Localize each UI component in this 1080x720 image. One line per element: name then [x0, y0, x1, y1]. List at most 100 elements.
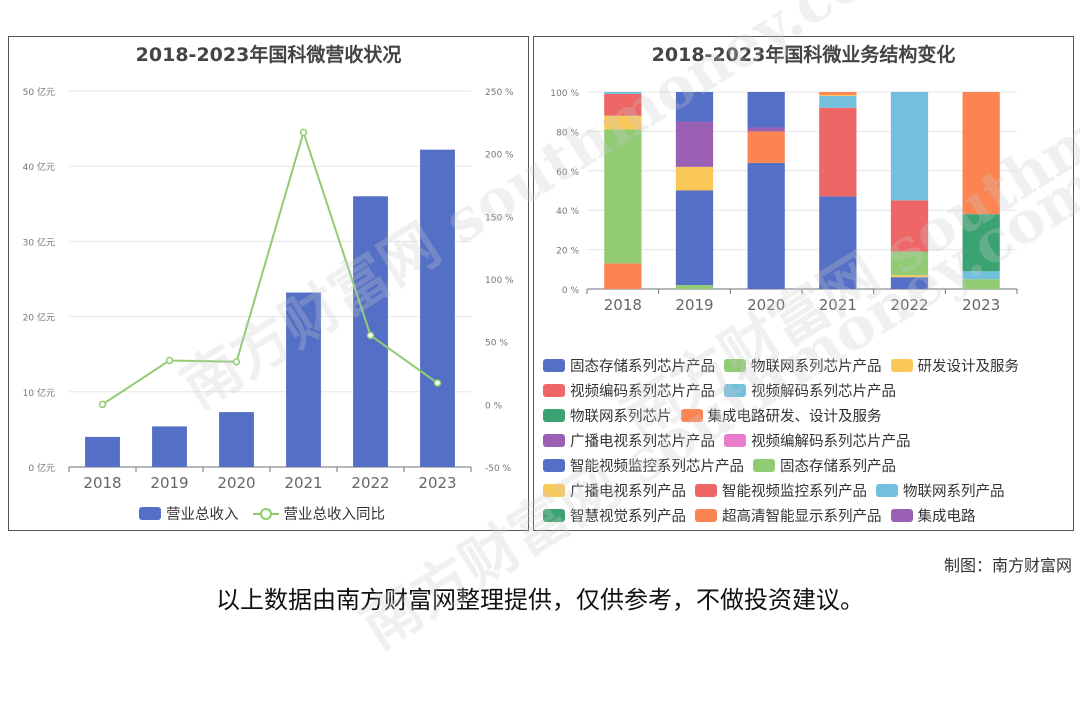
y-tick-label: 0 % — [562, 286, 580, 296]
legend-label: 智能视频监控系列芯片产品 — [570, 459, 744, 475]
stacked-segment — [962, 271, 1000, 280]
y-right-tick-label: 200 % — [485, 151, 514, 161]
legend-item[interactable]: 物联网系列产品 — [876, 480, 1005, 501]
y-tick-label: 40 % — [556, 207, 579, 217]
legend-label: 智慧视觉系列产品 — [570, 509, 686, 525]
legend-swatch — [543, 409, 565, 422]
revenue-bar — [219, 412, 254, 467]
stacked-segment — [890, 277, 929, 289]
legend-label: 超高清智能显示系列产品 — [722, 509, 882, 525]
legend-item[interactable]: 智能视频监控系列产品 — [695, 480, 867, 501]
legend-item[interactable]: 研发设计及服务 — [890, 355, 1019, 376]
stacked-segment — [604, 115, 642, 130]
x-tick-label: 2019 — [675, 296, 713, 314]
stacked-segment — [604, 129, 642, 264]
x-tick-label: 2020 — [217, 474, 255, 492]
legend-row: 智能视频监控系列芯片产品 固态存储系列产品 — [543, 453, 1028, 478]
y-tick-label: 100 % — [550, 89, 579, 99]
legend-row: 物联网系列芯片 集成电路研发、设计及服务 — [543, 403, 1028, 428]
legend-item[interactable]: 智慧视觉系列产品 — [543, 505, 686, 526]
x-tick-label: 2023 — [418, 474, 456, 492]
legend-label: 物联网系列产品 — [903, 484, 1005, 500]
stacked-segment — [819, 196, 857, 289]
stacked-segment — [675, 190, 714, 286]
business-structure-chart: 0 % 20 % 40 % 60 % 80 % 100 % 2018 2019 2020 2021… — [550, 89, 1018, 314]
y-right-tick-label: 0 % — [485, 401, 503, 411]
y-tick-label: 80 % — [556, 128, 579, 138]
legend-item[interactable]: 营业总收入 — [139, 503, 239, 524]
legend-label: 集成电路 — [917, 509, 976, 525]
legend-label: 营业总收入同比 — [283, 507, 386, 523]
revenue-chart-panel: 2018-2023年国科微营收状况 0 亿元 10 亿元 20 亿元 30 亿元 40 … — [8, 36, 529, 531]
legend-swatch — [543, 384, 565, 397]
legend-swatch — [890, 359, 913, 372]
legend-item[interactable]: 固态存储系列产品 — [753, 455, 896, 476]
stacked-segment — [819, 107, 857, 197]
legend-swatch — [543, 509, 565, 522]
legend-item[interactable]: 集成电路 — [890, 505, 976, 526]
legend-item[interactable]: 营业总收入同比 — [252, 503, 386, 524]
legend-swatch — [695, 484, 717, 497]
disclaimer-text: 以上数据由南方财富网整理提供，仅供参考，不做投资建议。 — [216, 586, 864, 614]
legend-label: 视频解码系列芯片产品 — [751, 384, 896, 400]
stacked-segment — [962, 279, 1000, 289]
yoy-point — [366, 331, 375, 340]
x-tick-label: 2020 — [747, 296, 785, 314]
x-tick-label: 2023 — [962, 296, 1000, 314]
legend-swatch — [724, 434, 746, 447]
stacked-segment — [675, 166, 714, 191]
legend-item[interactable]: 广播电视系列产品 — [543, 480, 686, 501]
legend-swatch — [876, 484, 898, 497]
legend-item[interactable]: 智能视频监控系列芯片产品 — [543, 455, 744, 476]
legend-item[interactable]: 广播电视系列芯片产品 — [543, 430, 715, 451]
x-tick-label: 2022 — [890, 296, 928, 314]
yoy-point — [165, 356, 174, 365]
legend-label: 广播电视系列产品 — [570, 484, 686, 500]
y-left-tick-label: 0 亿元 — [28, 462, 55, 474]
yoy-point — [433, 379, 442, 387]
legend-item[interactable]: 物联网系列芯片 — [543, 405, 672, 426]
y-left-tick-label: 30 亿元 — [23, 236, 55, 248]
stacked-segment — [819, 95, 857, 108]
legend-item[interactable]: 视频编解码系列芯片产品 — [724, 430, 911, 451]
stacked-segment — [604, 92, 642, 94]
legend-swatch — [543, 459, 565, 472]
y-tick-label: 20 % — [556, 247, 579, 257]
y-right-tick-label: 100 % — [485, 276, 514, 286]
source-credit: 制图：南方财富网 — [943, 556, 1072, 575]
legend-swatch — [890, 509, 913, 522]
stacked-segment — [675, 285, 714, 289]
y-tick-label: 60 % — [556, 168, 579, 178]
x-tick-label: 2021 — [284, 474, 322, 492]
stacked-segment — [890, 92, 929, 201]
legend-swatch — [252, 507, 279, 521]
stacked-segment — [604, 93, 642, 116]
legend-item[interactable]: 视频编码系列芯片产品 — [543, 380, 715, 401]
x-tick-label: 2019 — [150, 474, 188, 492]
y-right-tick-label: -50 % — [485, 464, 512, 474]
revenue-bar — [420, 149, 455, 467]
y-left-tick-label: 50 亿元 — [23, 86, 55, 98]
legend-item[interactable]: 视频解码系列芯片产品 — [724, 380, 896, 401]
legend-swatch — [543, 484, 565, 497]
x-tick-label: 2022 — [351, 474, 389, 492]
stacked-segment — [890, 200, 929, 252]
yoy-point — [98, 400, 107, 409]
yoy-point — [232, 357, 241, 366]
business-structure-panel: 2018-2023年国科微业务结构变化 0 % 20 % 40 % 60 % 80 % 1… — [533, 36, 1074, 531]
legend-item[interactable]: 超高清智能显示系列产品 — [695, 505, 882, 526]
legend-item[interactable]: 固态存储系列芯片产品 — [543, 355, 715, 376]
legend-label: 物联网系列芯片 — [570, 409, 672, 425]
legend-swatch — [753, 459, 775, 472]
legend-row: 视频编码系列芯片产品 视频解码系列芯片产品 — [543, 378, 1028, 403]
legend-row: 固态存储系列芯片产品 物联网系列芯片产品 研发设计及服务 — [543, 353, 1028, 378]
legend-item[interactable]: 集成电路研发、设计及服务 — [680, 405, 882, 426]
stacked-segment — [890, 251, 929, 276]
legend-swatch — [543, 434, 565, 447]
business-structure-legend: 固态存储系列芯片产品 物联网系列芯片产品 研发设计及服务 视频编码系列芯片产品 视频解码… — [543, 353, 1028, 528]
stacked-segment — [819, 92, 857, 95]
legend-label: 集成电路研发、设计及服务 — [707, 409, 882, 425]
legend-item[interactable]: 物联网系列芯片产品 — [724, 355, 882, 376]
legend-label: 智能视频监控系列产品 — [722, 484, 867, 500]
legend-label: 广播电视系列芯片产品 — [570, 434, 715, 450]
